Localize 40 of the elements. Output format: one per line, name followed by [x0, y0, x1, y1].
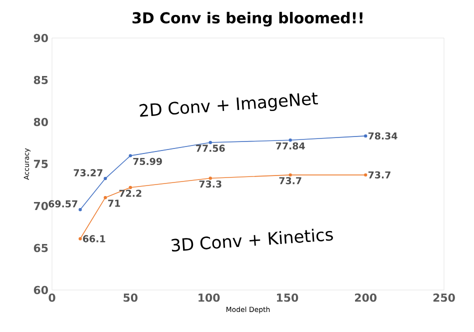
data-label: 73.3	[199, 180, 222, 188]
data-label: 73.27	[74, 169, 102, 176]
data-label: 71	[108, 200, 120, 207]
point	[208, 140, 212, 144]
x-tick-label: 200	[355, 294, 377, 302]
point	[104, 196, 107, 200]
point	[288, 138, 292, 142]
chart-title: 3D Conv is being bloomed!!	[132, 12, 362, 26]
data-label: 77.84	[276, 142, 305, 150]
y-tick-label: 75	[34, 160, 48, 168]
series-label: 2D Conv + ImageNet	[140, 92, 318, 117]
point	[78, 208, 82, 212]
data-label: 75.99	[133, 158, 162, 166]
data-label: 77.56	[196, 144, 225, 152]
x-tick-label: 0	[48, 294, 56, 302]
point	[128, 186, 132, 190]
point	[104, 176, 107, 180]
text: 3D Conv + Kinetics	[172, 228, 333, 252]
x-tick-label: 250	[433, 294, 455, 302]
x-tick-label: 50	[124, 294, 138, 302]
data-label: 66.1	[83, 235, 106, 242]
y-tick-label: 60	[34, 286, 48, 294]
y-tick-label: 70	[34, 202, 48, 210]
x-tick-label: 150	[277, 294, 298, 302]
point	[288, 173, 292, 177]
y-tick-label: 65	[34, 244, 48, 252]
y-tick-label: 85	[34, 76, 48, 84]
point	[208, 176, 212, 180]
y-tick-label: 80	[34, 118, 48, 126]
point	[364, 134, 368, 138]
data-label: 73.7	[279, 177, 302, 184]
data-label: 69.57	[48, 200, 78, 208]
point	[78, 237, 82, 240]
data-label: 73.7	[368, 171, 390, 179]
point	[364, 173, 368, 177]
point	[128, 154, 132, 158]
x-tick-label: 100	[198, 294, 220, 302]
data-label: 72.2	[119, 190, 142, 197]
data-label: 78.34	[368, 132, 398, 140]
y-tick-label: 90	[34, 34, 48, 42]
